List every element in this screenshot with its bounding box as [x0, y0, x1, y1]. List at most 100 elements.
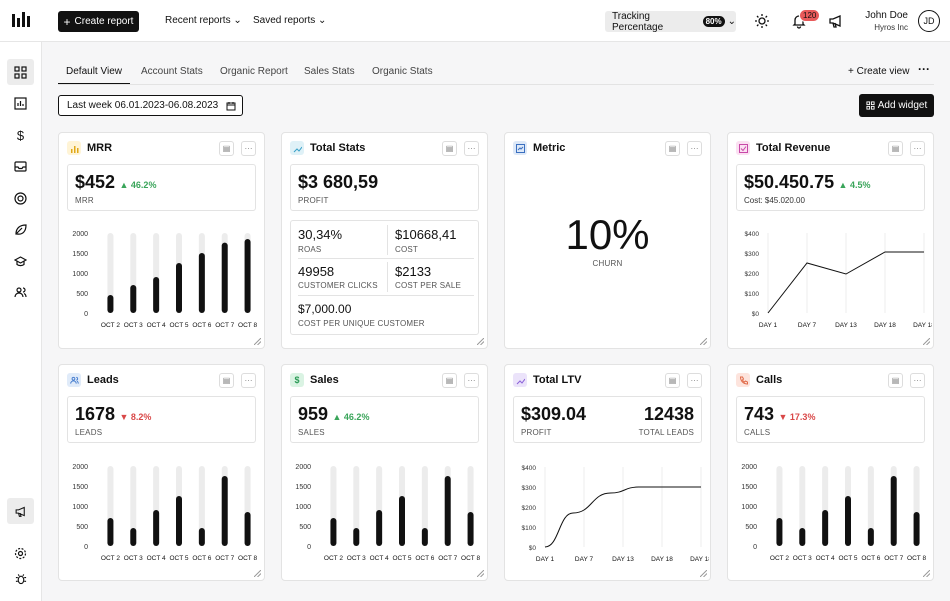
cpuc-label: COST PER UNIQUE CUSTOMER [298, 319, 425, 328]
resize-handle-icon[interactable] [477, 338, 484, 345]
x-tick-label: DAY 1 [759, 322, 778, 329]
bug-icon [15, 574, 26, 585]
sidebar-item-sales[interactable]: $ [7, 122, 34, 148]
stat-box: 743 ▼ 17.3% CALLS [736, 396, 925, 443]
notes-icon[interactable]: ▤ [442, 141, 457, 156]
sidebar-item-users[interactable] [7, 279, 34, 305]
sidebar-item-announcements[interactable] [7, 498, 34, 524]
bar [421, 528, 428, 546]
bar [198, 253, 205, 313]
more-options-icon[interactable]: ··· [910, 373, 925, 388]
x-tick-label: OCT 5 [392, 555, 411, 562]
bar-track [107, 233, 114, 313]
sales-card: $ Sales ▤ ··· 959 ▲ 46.2% SALES 2000 1500… [281, 364, 488, 581]
trend-line-icon [513, 373, 527, 387]
tracking-percentage-dropdown[interactable]: Tracking Percentage 80% ⌄ [605, 11, 736, 33]
more-options-icon[interactable]: ··· [241, 373, 256, 388]
sidebar-item-settings[interactable] [7, 540, 34, 566]
stat-box: 1678 ▼ 8.2% LEADS [67, 396, 256, 443]
resize-handle-icon[interactable] [700, 570, 707, 577]
resize-handle-icon[interactable] [923, 338, 930, 345]
resize-handle-icon[interactable] [923, 570, 930, 577]
megaphone-icon [15, 506, 25, 517]
calls-card: Calls ▤ ··· 743 ▼ 17.3% CALLS 2000 1500 10… [727, 364, 934, 581]
resize-handle-icon[interactable] [477, 570, 484, 577]
sidebar-item-reports[interactable] [7, 90, 34, 116]
x-tick-label: OCT 2 [324, 555, 343, 562]
more-options-icon[interactable]: ··· [687, 373, 702, 388]
resize-handle-icon[interactable] [254, 570, 261, 577]
y-tick-label: 1500 [72, 484, 88, 491]
more-options-icon[interactable]: ··· [464, 373, 479, 388]
resize-handle-icon[interactable] [254, 338, 261, 345]
x-tick-label: DAY 13 [612, 556, 634, 563]
cpuc-value: $7,000.00 [298, 302, 352, 316]
more-options-icon[interactable]: ··· [241, 141, 256, 156]
tab-organic-stats[interactable]: Organic Stats [372, 66, 433, 77]
sidebar-item-organic[interactable] [7, 216, 34, 242]
sidebar-item-inbox[interactable] [7, 153, 34, 179]
trend-line-icon [290, 141, 304, 155]
hyros-logo[interactable] [12, 12, 32, 29]
calls-label: CALLS [744, 428, 771, 437]
create-report-button[interactable]: + Create report [58, 11, 139, 32]
notes-icon[interactable]: ▤ [665, 373, 680, 388]
target-icon [14, 191, 27, 205]
ltv-profit-label: PROFIT [521, 428, 552, 437]
add-widget-button[interactable]: Add widget [859, 94, 934, 117]
more-options-icon[interactable]: ··· [918, 62, 930, 76]
y-tick-label: $300 [522, 485, 537, 492]
resize-handle-icon[interactable] [700, 338, 707, 345]
more-options-icon[interactable]: ··· [910, 141, 925, 156]
x-tick-label: OCT 3 [347, 555, 366, 562]
more-options-icon[interactable]: ··· [464, 141, 479, 156]
y-tick-label: 0 [84, 311, 88, 318]
cps-value: $2133 [395, 264, 432, 279]
saved-reports-dropdown[interactable]: Saved reports ⌄ [253, 15, 327, 26]
user-info[interactable]: John Doe Hyros Inc [860, 10, 908, 32]
sidebar-item-goals[interactable] [7, 185, 34, 211]
notes-icon[interactable]: ▤ [888, 373, 903, 388]
notes-icon[interactable]: ▤ [888, 141, 903, 156]
leads-label: LEADS [75, 428, 103, 437]
roas-label: ROAS [298, 245, 322, 254]
y-tick-label: $0 [752, 311, 760, 318]
notes-icon[interactable]: ▤ [219, 141, 234, 156]
tab-organic-report[interactable]: Organic Report [220, 66, 288, 77]
tab-default-view[interactable]: Default View [58, 59, 130, 85]
chart-icon [513, 141, 527, 155]
x-tick-label: OCT 5 [838, 555, 857, 562]
sales-label: SALES [298, 428, 325, 437]
tabs-divider [58, 84, 934, 85]
sidebar-item-debug[interactable] [7, 566, 34, 592]
mrr-label: MRR [75, 196, 94, 205]
notes-icon[interactable]: ▤ [442, 373, 457, 388]
dollar-icon: $ [16, 127, 25, 143]
sales-bar-chart: 2000 1500 1000 500 0 OCT 2 OCT 3 OCT 4 OCT 5 OCT … [295, 464, 480, 562]
bar-track [353, 466, 360, 546]
sidebar-item-learning[interactable] [7, 248, 34, 274]
more-options-icon[interactable]: ··· [687, 141, 702, 156]
tab-account-stats[interactable]: Account Stats [141, 66, 203, 77]
create-view-button[interactable]: + Create view [848, 66, 910, 77]
tab-sales-stats[interactable]: Sales Stats [304, 66, 355, 77]
notes-icon[interactable]: ▤ [665, 141, 680, 156]
card-title: Total Revenue [756, 142, 831, 154]
card-title: Calls [756, 374, 783, 386]
series-line [767, 251, 924, 314]
recent-reports-dropdown[interactable]: Recent reports ⌄ [165, 15, 242, 26]
notes-icon[interactable]: ▤ [219, 373, 234, 388]
megaphone-icon[interactable] [828, 13, 844, 29]
cost-label: COST [395, 245, 419, 254]
y-tick-label: $100 [522, 525, 537, 532]
x-tick-label: OCT 3 [124, 555, 143, 562]
date-range-picker[interactable]: Last week 06.01.2023-06.08.2023 [58, 95, 243, 116]
sidebar-item-dashboard[interactable] [7, 59, 34, 85]
y-tick-label: 1000 [295, 504, 311, 511]
y-tick-label: 2000 [295, 464, 311, 471]
x-tick-label: DAY 13 [835, 322, 857, 329]
avatar[interactable]: JD [918, 10, 940, 32]
x-tick-label: DAY 7 [575, 556, 594, 563]
sun-icon[interactable] [754, 13, 770, 29]
calls-bar-chart: 2000 1500 1000 500 0 OCT 2 OCT 3 OCT 4 OCT 5 OCT … [741, 464, 926, 562]
